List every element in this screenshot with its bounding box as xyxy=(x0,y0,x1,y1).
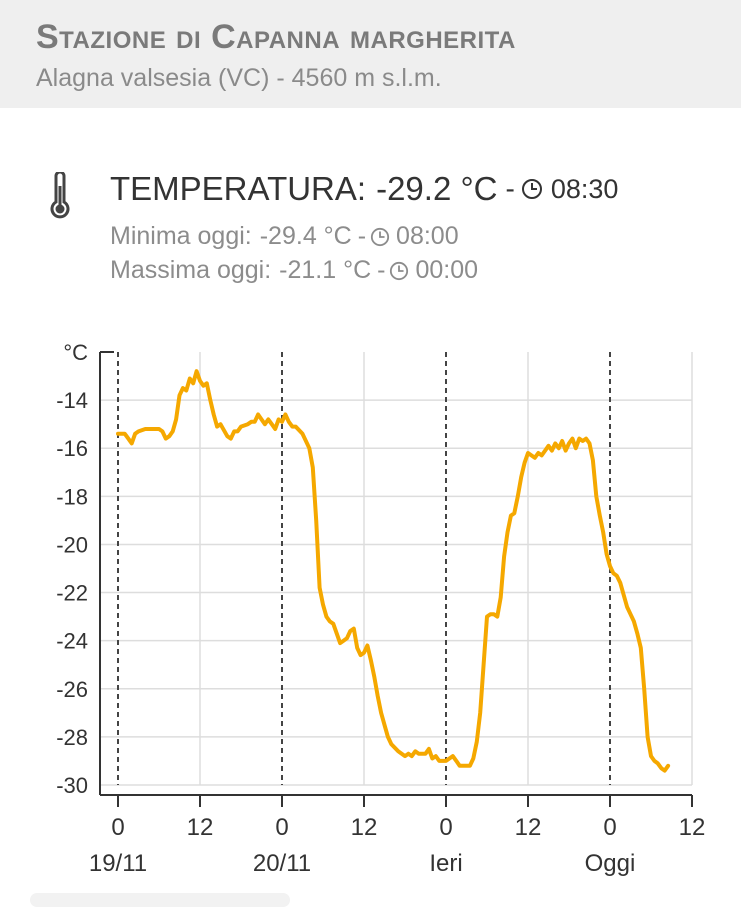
y-tick-label: -18 xyxy=(56,484,88,509)
y-tick-label: -14 xyxy=(56,388,88,413)
clock-icon xyxy=(390,261,409,280)
station-header: Stazione di Capanna margherita Alagna va… xyxy=(0,0,741,108)
station-subtitle: Alagna valsesia (VC) - 4560 m s.l.m. xyxy=(36,64,442,92)
y-tick-label: -16 xyxy=(56,436,88,461)
min-temperature-row: Minima oggi: -29.4 °C - 08:00 xyxy=(110,222,459,251)
x-tick-label: 0 xyxy=(439,814,452,841)
temperature-chart: -14 -16 -18 -20 -22 -24 -26 -28 -30 °C 0 12 0 12 0 12 0 1… xyxy=(56,340,706,877)
max-time: 00:00 xyxy=(415,256,479,284)
max-label: Massima oggi: xyxy=(110,256,272,284)
x-tick-label: 12 xyxy=(515,814,542,841)
day-label: 19/11 xyxy=(89,850,147,877)
bottom-card-edge xyxy=(30,893,290,907)
x-tick-label: 0 xyxy=(275,814,288,841)
min-value: -29.4 °C xyxy=(259,222,352,250)
y-tick-label: -26 xyxy=(56,677,88,702)
separator: - xyxy=(505,173,515,204)
temperature-label: TEMPERATURA: xyxy=(110,170,367,207)
x-tick-label: 12 xyxy=(187,814,214,841)
separator: - xyxy=(357,222,367,250)
min-time: 08:00 xyxy=(396,222,459,250)
current-temperature-row: TEMPERATURA: -29.2 °C - 08:30 xyxy=(110,170,618,208)
clock-icon xyxy=(521,179,542,199)
day-label: Oggi xyxy=(585,850,636,877)
day-label: Ieri xyxy=(429,850,462,877)
y-tick-label: -20 xyxy=(56,532,88,557)
min-label: Minima oggi: xyxy=(110,222,252,250)
temperature-series-line xyxy=(116,369,671,773)
y-tick-label: -24 xyxy=(56,629,88,654)
y-axis-label: °C xyxy=(63,340,88,365)
max-temperature-row: Massima oggi: -21.1 °C - 00:00 xyxy=(110,256,478,285)
x-tick-label: 12 xyxy=(679,814,706,841)
station-title: Stazione di Capanna margherita xyxy=(36,18,516,56)
x-tick-label: 12 xyxy=(351,814,378,841)
max-value: -21.1 °C xyxy=(279,256,372,284)
y-tick-label: -22 xyxy=(56,581,88,606)
y-tick-label: -28 xyxy=(56,725,88,750)
x-tick-label: 0 xyxy=(111,814,124,841)
clock-icon xyxy=(370,227,390,246)
temperature-time: 08:30 xyxy=(550,173,619,204)
temperature-value: -29.2 °C xyxy=(376,170,498,207)
separator: - xyxy=(377,256,386,284)
thermometer-icon xyxy=(50,172,70,219)
y-tick-label: -30 xyxy=(56,773,88,798)
x-tick-label: 0 xyxy=(603,814,616,841)
day-label: 20/11 xyxy=(253,850,311,877)
